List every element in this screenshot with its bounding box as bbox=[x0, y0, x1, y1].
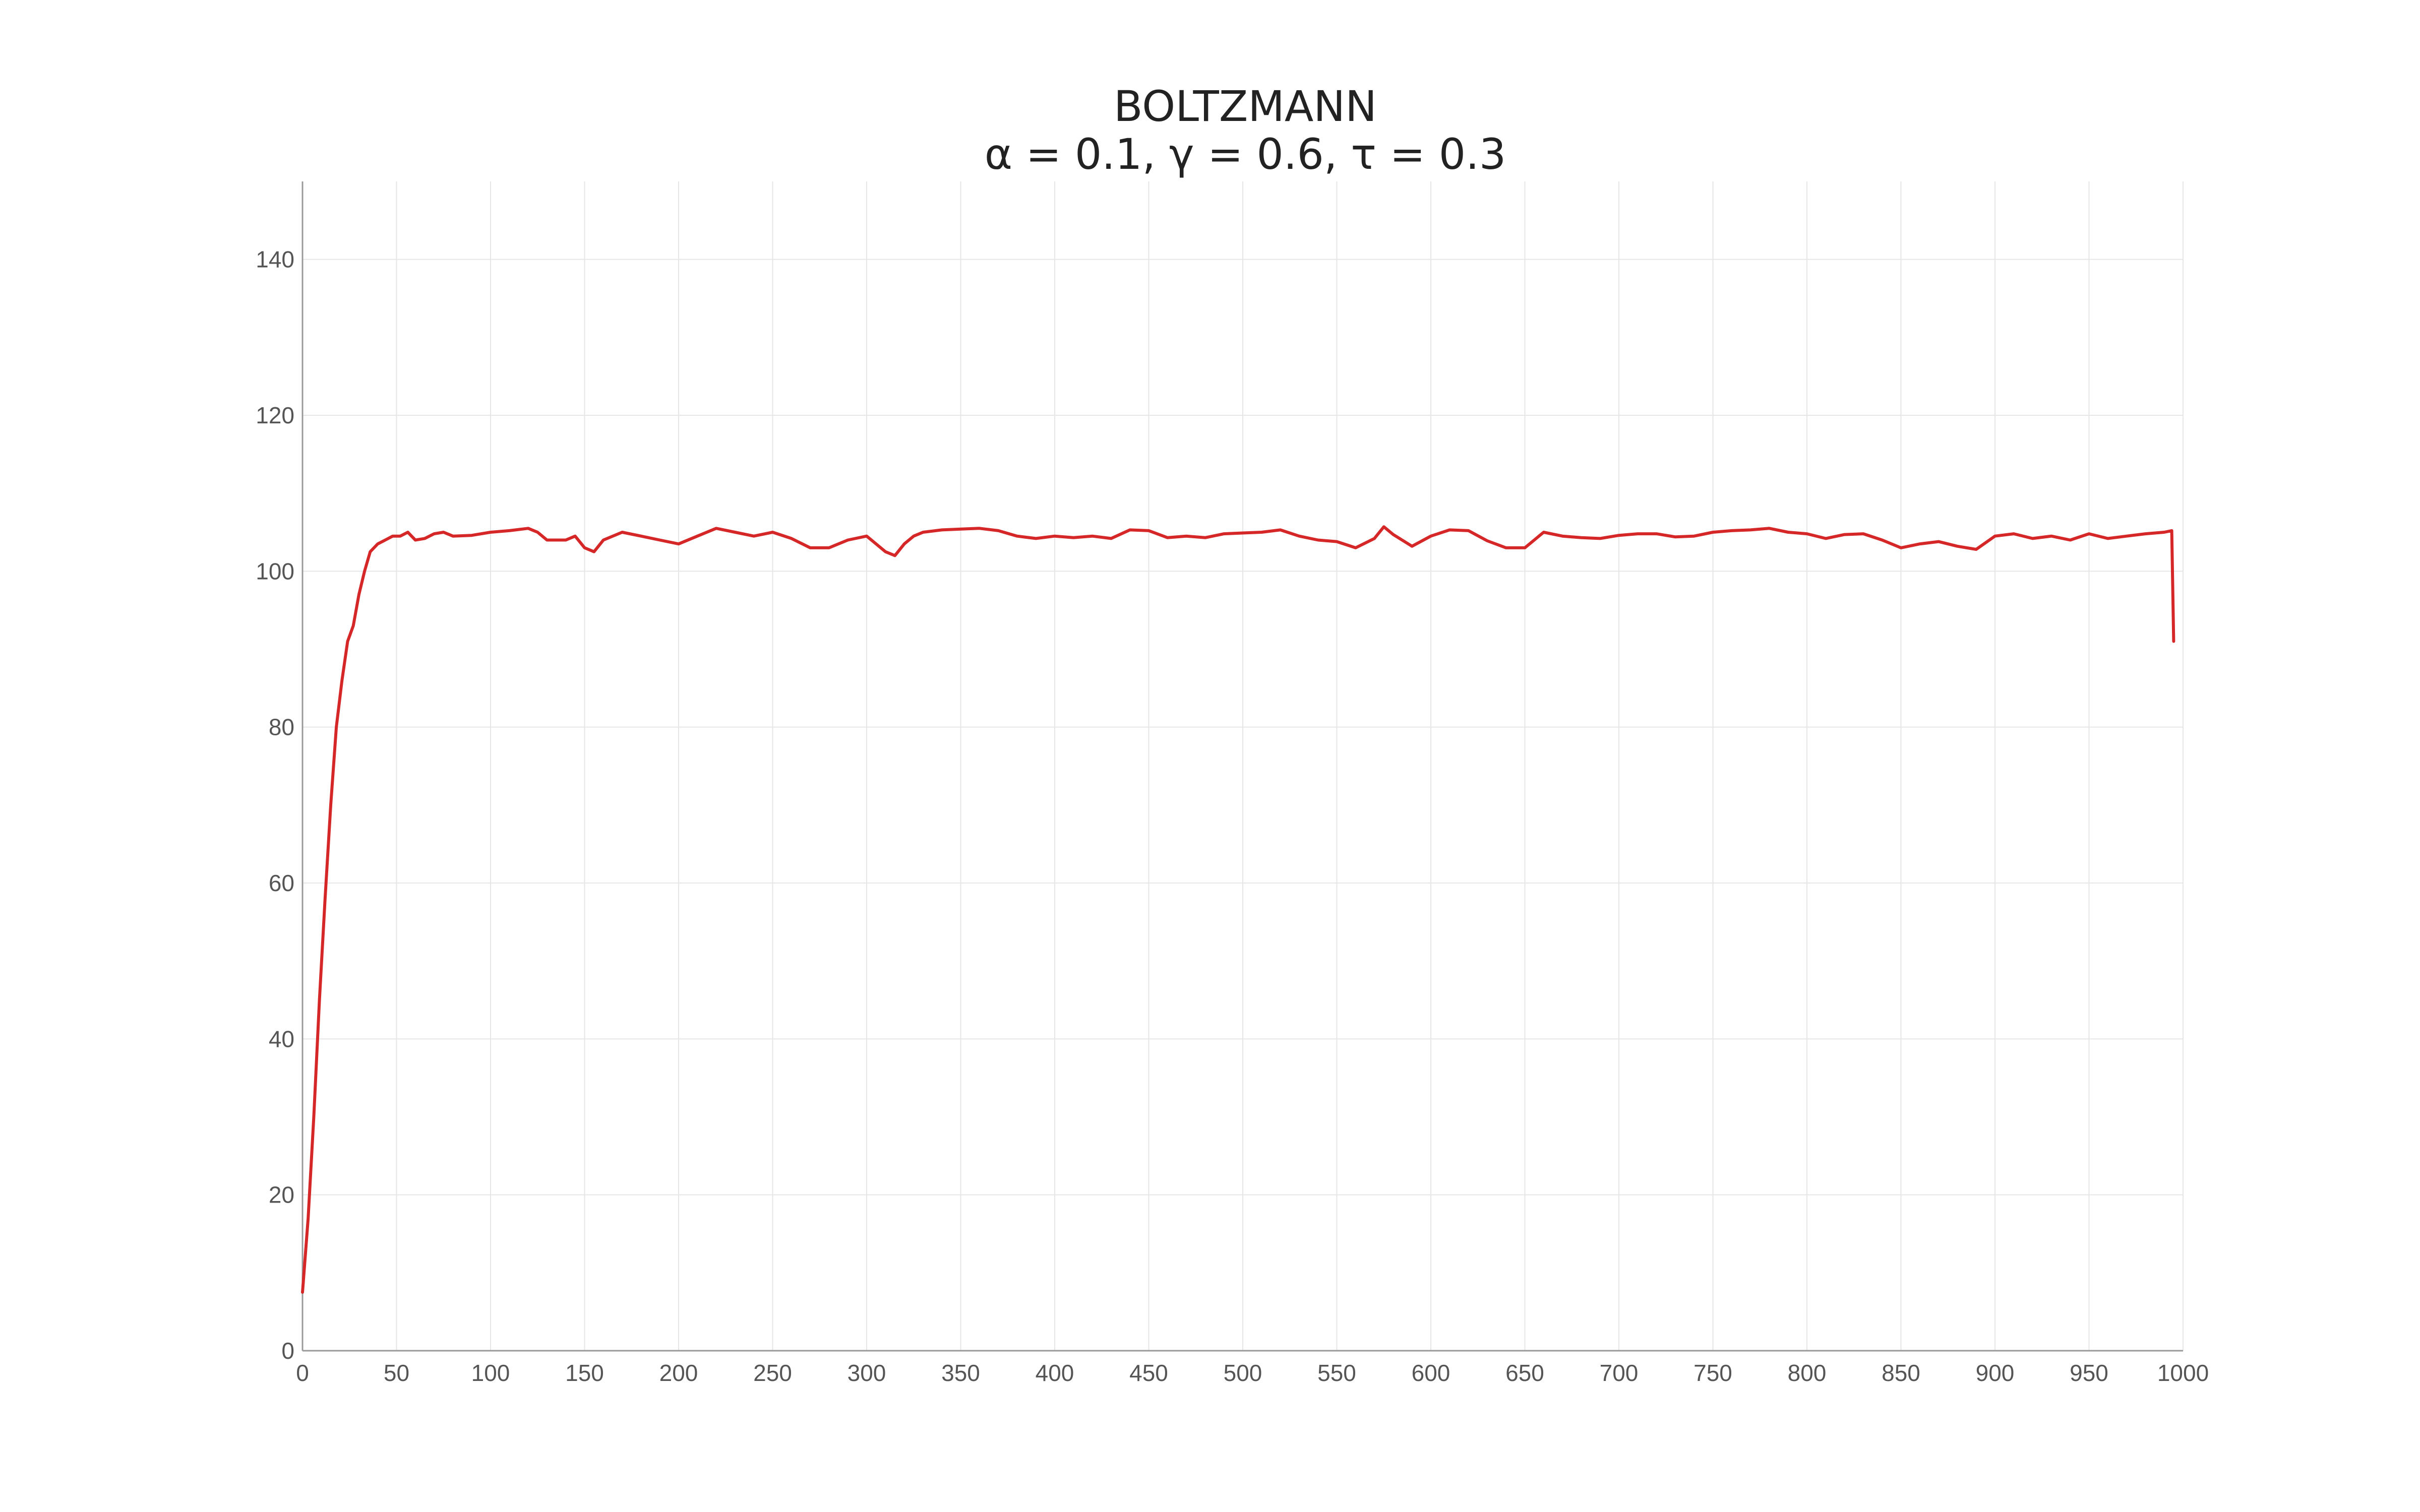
y-tick-label: 20 bbox=[269, 1182, 294, 1208]
grid bbox=[302, 181, 2184, 1351]
x-tick-label: 350 bbox=[941, 1360, 980, 1386]
x-tick-label: 650 bbox=[1505, 1360, 1544, 1386]
y-tick-label: 120 bbox=[256, 402, 294, 428]
x-tick-label: 500 bbox=[1224, 1360, 1262, 1386]
x-tick-label: 850 bbox=[1882, 1360, 1920, 1386]
y-tick-label: 100 bbox=[256, 558, 294, 584]
x-tick-label: 950 bbox=[2070, 1360, 2108, 1386]
x-tick-label: 250 bbox=[753, 1360, 792, 1386]
y-axis-ticks: 0 20 40 60 80 100 120 140 bbox=[256, 246, 294, 1364]
x-tick-label: 800 bbox=[1788, 1360, 1827, 1386]
x-axis-ticks: 0 50 100 150 200 250 300 350 400 450 500 550 600 650 7… bbox=[296, 1360, 2209, 1386]
y-tick-label: 60 bbox=[269, 870, 294, 896]
x-tick-label: 550 bbox=[1317, 1360, 1356, 1386]
x-tick-label: 100 bbox=[471, 1360, 510, 1386]
x-tick-label: 400 bbox=[1036, 1360, 1074, 1386]
x-tick-label: 450 bbox=[1129, 1360, 1168, 1386]
chart-subtitle: α = 0.1, γ = 0.6, τ = 0.3 bbox=[985, 130, 1506, 179]
series-line-0 bbox=[301, 525, 2175, 1294]
x-tick-label: 0 bbox=[296, 1360, 309, 1386]
chart-title: BOLTZMANN bbox=[1114, 82, 1377, 131]
axes bbox=[301, 181, 2183, 1352]
x-tick-label: 300 bbox=[848, 1360, 886, 1386]
x-tick-label: 200 bbox=[659, 1360, 698, 1386]
x-tick-label: 50 bbox=[384, 1360, 409, 1386]
x-tick-label: 1000 bbox=[2157, 1360, 2209, 1386]
x-tick-label: 900 bbox=[1976, 1360, 2015, 1386]
y-tick-label: 40 bbox=[269, 1026, 294, 1052]
y-tick-label: 80 bbox=[269, 714, 294, 740]
x-tick-label: 150 bbox=[565, 1360, 604, 1386]
y-tick-label: 0 bbox=[281, 1338, 294, 1364]
x-tick-label: 700 bbox=[1600, 1360, 1639, 1386]
x-tick-label: 600 bbox=[1412, 1360, 1450, 1386]
y-tick-label: 140 bbox=[256, 246, 294, 273]
series-group bbox=[301, 525, 2175, 1294]
x-tick-label: 750 bbox=[1693, 1360, 1732, 1386]
